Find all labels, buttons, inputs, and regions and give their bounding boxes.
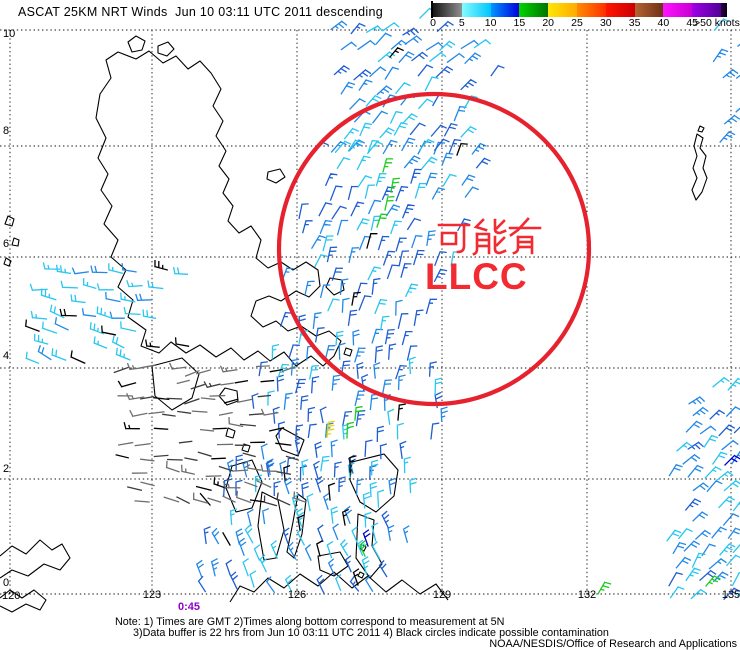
lon-label-129: 129: [432, 589, 452, 601]
wind-barbs-yellow: [326, 420, 335, 438]
colorbar-segment-5-10: [461, 3, 491, 17]
coastline-path: [0, 589, 47, 613]
cjk-stroke: [493, 218, 507, 235]
colorbar-segment-30-35: [605, 3, 635, 17]
coastline-path: [95, 50, 342, 367]
colorbar-tick-label: 35: [628, 17, 641, 29]
lat-label-10: 10: [3, 28, 16, 40]
coastline-path: [229, 571, 449, 603]
coastline-path: [286, 493, 307, 559]
lon-label-132: 132: [577, 589, 597, 601]
cjk-stroke: [495, 219, 506, 230]
coastline-path: [317, 551, 349, 577]
colorbar-segment-0-5: [433, 3, 462, 17]
cjk-stroke: [473, 218, 488, 232]
colorbar-tick-label: 25: [571, 17, 583, 29]
cjk-stroke: [512, 235, 520, 255]
wind-barbs-dgray: [113, 366, 300, 507]
colorbar-tick-label: 10: [484, 17, 497, 29]
coastline-path: [349, 453, 399, 513]
wind-barbs-mblue: [197, 20, 740, 601]
page-title: ASCAT 25KM NRT Winds Jun 10 03:11 UTC 20…: [18, 5, 383, 19]
coastline-path: [4, 215, 15, 227]
speed-colorbar: [433, 3, 733, 17]
colorbar-segment-40-45: [663, 3, 693, 17]
coastline-path: [3, 257, 12, 267]
note-line-2: 3)Data buffer is 22 hrs from Jun 10 03:1…: [133, 627, 609, 639]
annotation-cjk-glyphs: [437, 217, 542, 256]
lon-label-126: 126: [287, 589, 307, 601]
wind-barbs-lblue: [37, 20, 740, 594]
coastline-path: [218, 387, 239, 406]
note-line-1: Note: 1) Times are GMT 2)Times along bot…: [115, 616, 505, 628]
cjk-stroke: [495, 236, 506, 247]
lat-label-4: 4: [3, 350, 10, 362]
colorbar-segment-25-30: [576, 3, 606, 17]
coastline-path: [275, 427, 305, 457]
cjk-stroke: [509, 217, 530, 237]
coastline-path: [357, 571, 365, 579]
coastline-path: [225, 427, 236, 439]
contamination-circle: [276, 91, 592, 407]
cjk-stroke: [456, 223, 466, 254]
coastline-layer: [0, 35, 708, 613]
colorbar-segment-35-40: [634, 3, 664, 17]
cjk-stroke: [493, 235, 507, 255]
colorbar-tick-label: 45: [686, 17, 699, 29]
lat-label-0: 0: [3, 577, 10, 589]
colorbar-tick-label: 0: [430, 17, 436, 29]
colorbar-tick-label: 40: [657, 17, 670, 29]
colorbar-segment->50: [720, 3, 727, 17]
wind-barbs-gray: [117, 362, 307, 504]
coastline-path: [697, 125, 705, 133]
coastline-path: [343, 347, 353, 357]
colorbar-tick-label: 20: [542, 17, 555, 29]
coastline-path: [127, 35, 146, 53]
lat-label-2: 2: [3, 463, 10, 475]
coastline-path: [266, 168, 286, 184]
pass-time-label: 0:45: [178, 601, 201, 613]
credit-line: NOAA/NESDIS/Office of Research and Appli…: [489, 638, 737, 650]
coastline-path: [151, 357, 200, 411]
coastline-path: [257, 491, 285, 561]
colorbar-tick-label: 30: [599, 17, 612, 29]
colorbar-segment-15-20: [519, 3, 549, 17]
colorbar-segment-45-50: [692, 3, 721, 17]
wind-barbs-cyan: [25, 7, 740, 600]
coastline-path: [355, 513, 383, 579]
lat-label-8: 8: [3, 125, 10, 137]
colorbar-max-label: >50 knots: [694, 17, 740, 29]
lon-label-120: 120: [2, 590, 21, 602]
wind-barbs-navy: [362, 454, 740, 547]
lon-label-135: 135: [721, 589, 740, 601]
colorbar-segment-10-15: [490, 3, 520, 17]
lat-label-6: 6: [3, 238, 10, 250]
cjk-stroke: [516, 235, 534, 255]
coastline-path: [691, 133, 708, 201]
colorbar-segment-20-25: [548, 3, 577, 17]
wind-barb-layer: [24, 7, 740, 601]
cjk-stroke: [440, 231, 458, 246]
colorbar-left-edge: [431, 1, 433, 18]
wind-barbs-green: [346, 158, 721, 595]
annotation-llcc-text: LLCC: [425, 256, 528, 297]
coastline-path: [157, 41, 175, 57]
coastline-path: [11, 237, 20, 247]
coastline-path: [0, 539, 71, 579]
wind-barbs-black: [24, 46, 468, 586]
lon-label-123: 123: [142, 589, 162, 601]
colorbar-tick-label: 5: [458, 17, 465, 29]
cjk-stroke: [472, 232, 479, 256]
cjk-stroke: [475, 232, 491, 255]
colorbar-tick-label: 15: [513, 17, 526, 29]
